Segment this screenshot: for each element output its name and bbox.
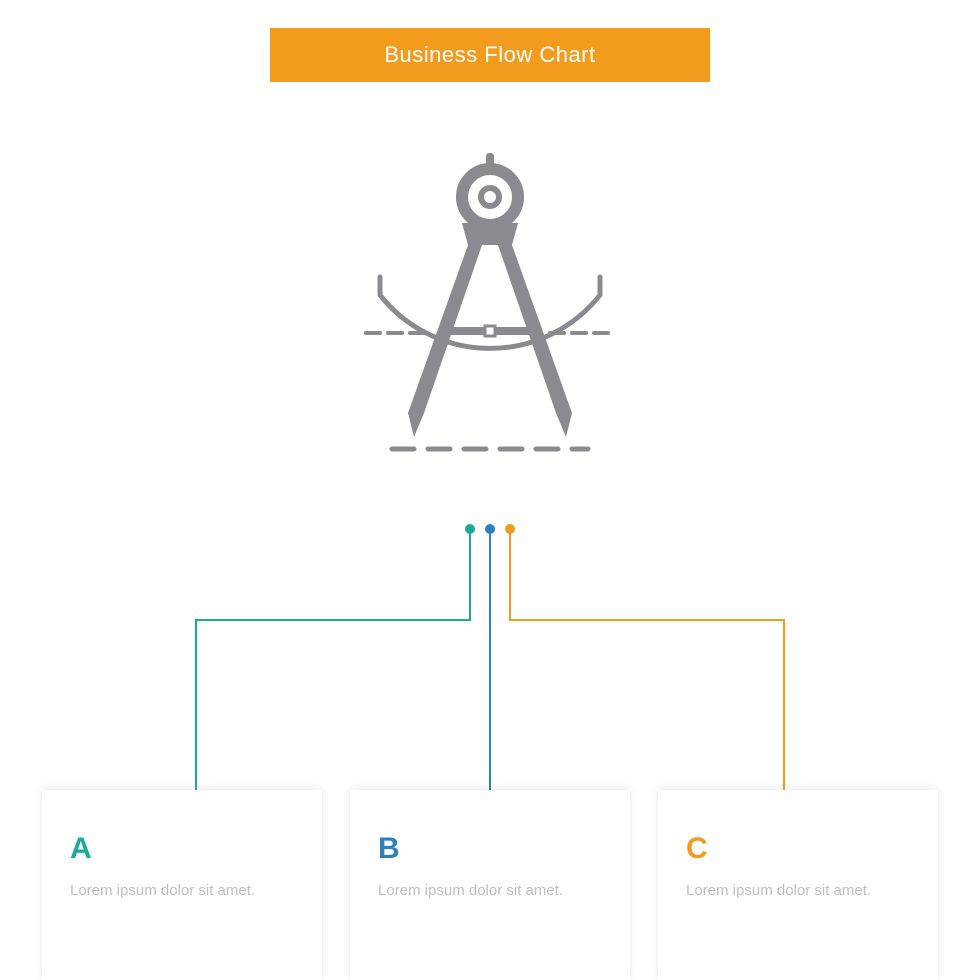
card-description-a: Lorem ipsum dolor sit amet. bbox=[70, 880, 294, 902]
connector-dot-a bbox=[465, 524, 475, 534]
card-description-c: Lorem ipsum dolor sit amet. bbox=[686, 880, 910, 902]
card-description-b: Lorem ipsum dolor sit amet. bbox=[378, 880, 602, 902]
card-b: B Lorem ipsum dolor sit amet. bbox=[350, 790, 630, 980]
card-letter-a: A bbox=[70, 832, 294, 866]
compass-drafting-icon bbox=[0, 145, 980, 455]
connector-c bbox=[510, 529, 784, 790]
title-text: Business Flow Chart bbox=[384, 42, 595, 68]
connector-a bbox=[196, 529, 470, 790]
cards-row: A Lorem ipsum dolor sit amet. B Lorem ipsum… bbox=[0, 790, 980, 980]
connector-dot-c bbox=[505, 524, 515, 534]
card-c: C Lorem ipsum dolor sit amet. bbox=[658, 790, 938, 980]
card-a: A Lorem ipsum dolor sit amet. bbox=[42, 790, 322, 980]
connector-dot-b bbox=[485, 524, 495, 534]
card-letter-c: C bbox=[686, 832, 910, 866]
title-bar: Business Flow Chart bbox=[270, 28, 710, 82]
card-letter-b: B bbox=[378, 832, 602, 866]
